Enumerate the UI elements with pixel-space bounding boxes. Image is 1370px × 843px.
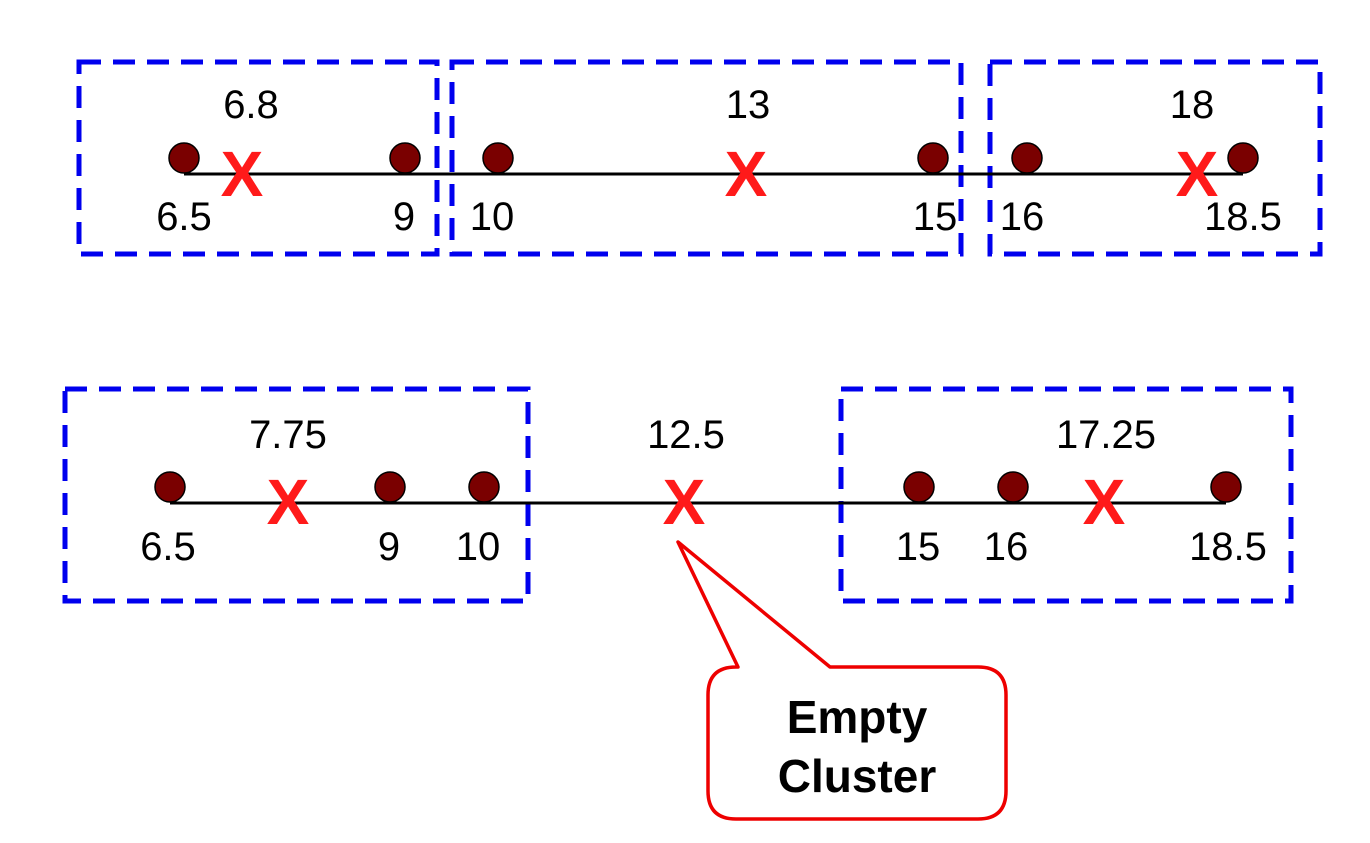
row-2-centroid-mark-1: X xyxy=(267,466,310,538)
row-2-point-5 xyxy=(997,471,1029,503)
row-1-cluster-box-2 xyxy=(449,59,964,257)
row-1-point-label-2: 9 xyxy=(393,195,415,239)
row-1-centroid-mark-1: X xyxy=(221,138,264,210)
row-1-point-4 xyxy=(917,142,949,174)
row-1-centroid-label-3: 18 xyxy=(1170,83,1215,127)
row-2-point-2 xyxy=(374,471,406,503)
row-2-cluster-box-2 xyxy=(838,386,1294,604)
callout-text-line-1: Empty xyxy=(787,691,928,743)
row-2-point-label-4: 15 xyxy=(896,525,941,569)
row-2-cluster-box-1 xyxy=(62,386,531,604)
row-2-centroid-label-1: 7.75 xyxy=(249,413,327,457)
row-1-point-3 xyxy=(482,142,514,174)
row-2-point-label-5: 16 xyxy=(984,525,1029,569)
callout-text-line-2: Cluster xyxy=(778,750,937,802)
row-2-point-label-6: 18.5 xyxy=(1189,525,1267,569)
row-1-point-5 xyxy=(1011,142,1043,174)
row-1-centroid-label-1: 6.8 xyxy=(223,83,279,127)
row-1-cluster-box-1 xyxy=(76,59,440,257)
row-1-point-label-3: 10 xyxy=(470,195,515,239)
row-2: 6.5 9 10 15 16 18.5 X X X 7.75 12.5 17.2… xyxy=(62,386,1294,604)
row-2-point-label-2: 9 xyxy=(378,525,400,569)
row-2-centroid-mark-2: X xyxy=(663,466,706,538)
row-2-point-6 xyxy=(1210,471,1242,503)
row-2-point-4 xyxy=(903,471,935,503)
row-1-centroid-mark-2: X xyxy=(725,138,768,210)
row-1-centroid-mark-3: X xyxy=(1176,138,1219,210)
row-1-point-label-1: 6.5 xyxy=(156,195,212,239)
row-1-point-label-4: 15 xyxy=(913,195,958,239)
row-2-centroid-mark-3: X xyxy=(1083,466,1126,538)
row-2-centroid-label-2: 12.5 xyxy=(647,413,725,457)
row-2-point-label-1: 6.5 xyxy=(140,525,196,569)
row-1-point-2 xyxy=(389,142,421,174)
row-2-point-1 xyxy=(154,471,186,503)
row-2-point-3 xyxy=(468,471,500,503)
row-1-point-label-5: 16 xyxy=(1000,195,1045,239)
row-1-point-1 xyxy=(168,142,200,174)
row-1-point-label-6: 18.5 xyxy=(1204,195,1282,239)
row-2-point-label-3: 10 xyxy=(456,525,501,569)
empty-cluster-callout: Empty Cluster xyxy=(676,540,1008,821)
row-1-point-6 xyxy=(1227,142,1259,174)
callout-bubble xyxy=(676,540,1008,821)
row-1: 6.5 9 10 15 16 18.5 X X X 6.8 13 18 xyxy=(76,59,1323,257)
row-2-centroid-label-3: 17.25 xyxy=(1056,413,1156,457)
row-1-cluster-box-3 xyxy=(987,59,1323,257)
row-1-centroid-label-2: 13 xyxy=(726,83,771,127)
